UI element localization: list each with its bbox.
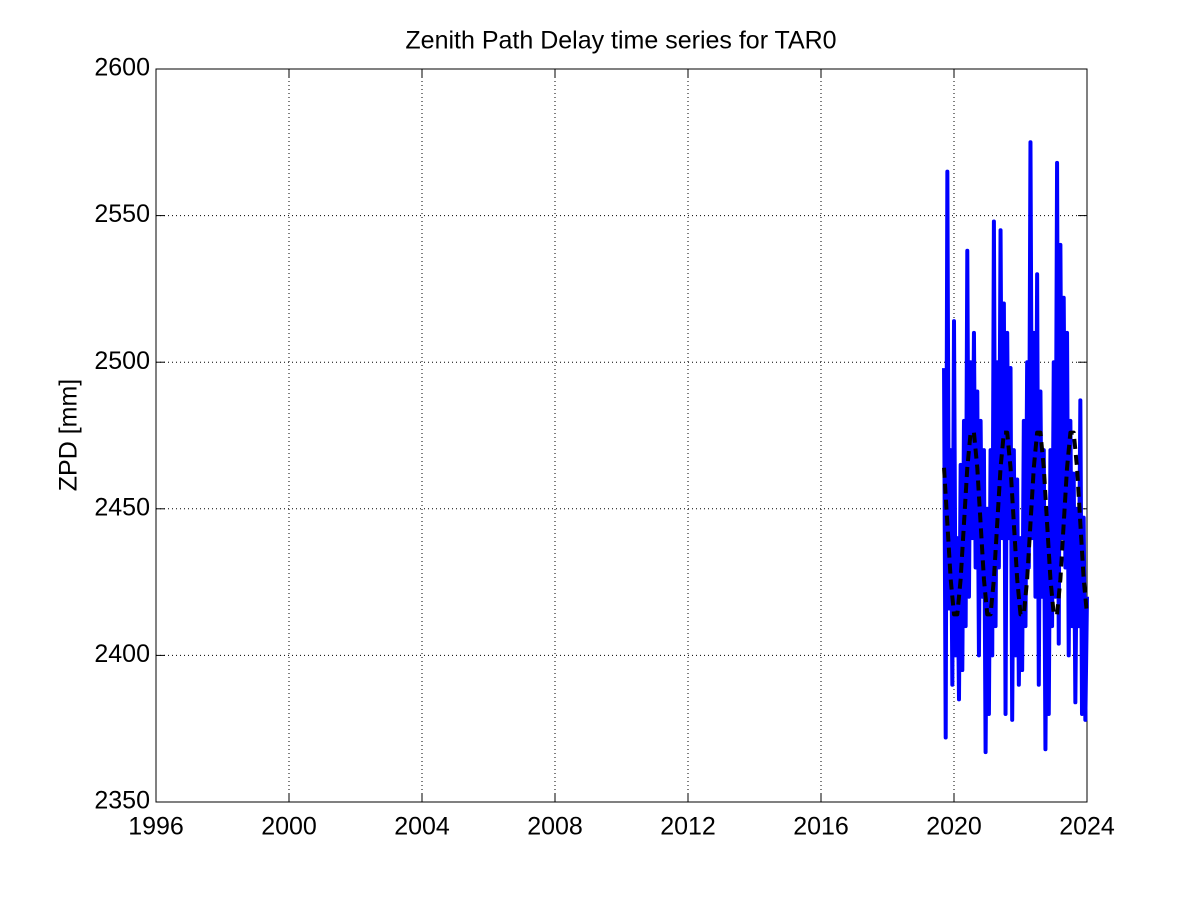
- y-tick-label: 2550: [94, 200, 150, 228]
- x-tick-label: 2016: [793, 813, 849, 841]
- y-axis-label: ZPD [mm]: [55, 379, 83, 492]
- plot-frame: [155, 68, 1088, 803]
- y-tick-label: 2350: [94, 787, 150, 815]
- data-line: [942, 430, 1089, 617]
- x-tick-label: 2004: [394, 813, 450, 841]
- y-tick-label: 2600: [94, 54, 150, 82]
- y-tick-label: 2400: [94, 640, 150, 668]
- chart-title: Zenith Path Delay time series for TAR0: [405, 27, 836, 55]
- x-tick-label: 2012: [660, 813, 716, 841]
- data-line: [942, 140, 1089, 755]
- x-tick-label: 2020: [926, 813, 982, 841]
- x-tick-label: 2008: [527, 813, 583, 841]
- x-tick-label: 1996: [128, 813, 184, 841]
- x-tick-label: 2024: [1059, 813, 1115, 841]
- y-tick-label: 2450: [94, 493, 150, 521]
- x-tick-label: 2000: [261, 813, 317, 841]
- y-tick-label: 2500: [94, 347, 150, 375]
